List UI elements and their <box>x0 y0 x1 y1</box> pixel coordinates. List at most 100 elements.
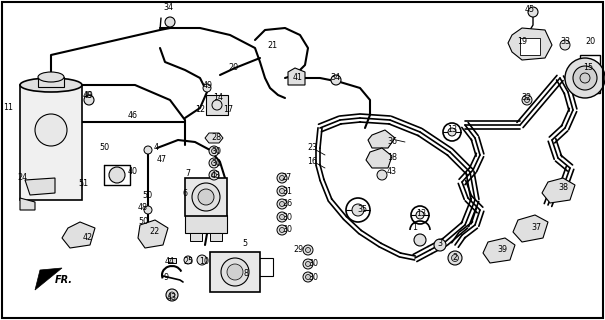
Circle shape <box>565 58 605 98</box>
Circle shape <box>212 148 217 154</box>
Text: 6: 6 <box>183 188 188 197</box>
Circle shape <box>377 170 387 180</box>
Text: 50: 50 <box>138 218 148 227</box>
Circle shape <box>280 202 284 206</box>
Circle shape <box>434 239 446 251</box>
Text: 15: 15 <box>583 63 593 73</box>
Circle shape <box>209 158 219 168</box>
Text: 49: 49 <box>203 81 213 90</box>
Text: 34: 34 <box>163 4 173 12</box>
Text: 12: 12 <box>195 106 205 115</box>
Text: 49: 49 <box>84 91 94 100</box>
Circle shape <box>525 98 529 102</box>
Text: 2: 2 <box>453 252 457 261</box>
Circle shape <box>280 228 284 233</box>
Polygon shape <box>508 28 552 60</box>
Text: 45: 45 <box>525 5 535 14</box>
Polygon shape <box>520 38 540 55</box>
Circle shape <box>227 264 243 280</box>
Text: 30: 30 <box>211 158 221 167</box>
Text: 43: 43 <box>387 167 397 177</box>
Circle shape <box>448 128 456 136</box>
Text: 10: 10 <box>199 258 209 267</box>
Text: 43: 43 <box>211 171 221 180</box>
Text: 51: 51 <box>78 179 88 188</box>
Text: 30: 30 <box>308 273 318 282</box>
Circle shape <box>212 172 217 178</box>
Text: 40: 40 <box>128 167 138 177</box>
Circle shape <box>280 214 284 220</box>
Text: 46: 46 <box>128 110 138 119</box>
Circle shape <box>184 256 192 264</box>
Circle shape <box>277 199 287 209</box>
Text: 24: 24 <box>17 173 27 182</box>
Text: 18: 18 <box>387 154 397 163</box>
Circle shape <box>197 255 207 265</box>
Text: 19: 19 <box>517 37 527 46</box>
Text: 17: 17 <box>223 106 233 115</box>
Text: 49: 49 <box>83 91 93 100</box>
Circle shape <box>198 189 214 205</box>
Text: 50: 50 <box>99 143 109 153</box>
Circle shape <box>303 259 313 269</box>
Circle shape <box>560 40 570 50</box>
Circle shape <box>522 95 532 105</box>
Bar <box>210 233 222 241</box>
Bar <box>168 258 176 263</box>
Circle shape <box>209 170 219 180</box>
Text: 43: 43 <box>167 293 177 302</box>
Polygon shape <box>20 198 35 210</box>
Text: 30: 30 <box>282 212 292 221</box>
Text: 47: 47 <box>157 156 167 164</box>
Circle shape <box>209 146 219 156</box>
Circle shape <box>277 173 287 183</box>
Circle shape <box>84 95 94 105</box>
Ellipse shape <box>38 72 64 82</box>
Circle shape <box>414 234 426 246</box>
Text: 28: 28 <box>211 133 221 142</box>
Text: 37: 37 <box>531 223 541 233</box>
Text: 44: 44 <box>165 258 175 267</box>
Text: 34: 34 <box>330 74 340 83</box>
Text: 5: 5 <box>243 238 247 247</box>
Circle shape <box>221 258 249 286</box>
Ellipse shape <box>20 78 82 92</box>
Circle shape <box>303 272 313 282</box>
Text: 25: 25 <box>184 258 194 267</box>
Circle shape <box>166 289 178 301</box>
Text: 13: 13 <box>447 125 457 134</box>
Text: 41: 41 <box>293 74 303 83</box>
Bar <box>210 252 260 292</box>
Text: 30: 30 <box>211 147 221 156</box>
Text: FR.: FR. <box>55 275 73 285</box>
Text: 22: 22 <box>150 228 160 236</box>
Circle shape <box>169 292 175 298</box>
Text: 8: 8 <box>243 268 249 277</box>
Text: 26: 26 <box>282 199 292 209</box>
Circle shape <box>35 114 67 146</box>
Bar <box>580 55 600 93</box>
Circle shape <box>303 245 313 255</box>
Circle shape <box>192 183 220 211</box>
Text: 27: 27 <box>282 173 292 182</box>
Circle shape <box>277 225 287 235</box>
Text: 13: 13 <box>416 209 426 218</box>
Text: 42: 42 <box>83 233 93 242</box>
Polygon shape <box>542 178 575 203</box>
Circle shape <box>448 251 462 265</box>
Circle shape <box>165 17 175 27</box>
Text: 29: 29 <box>294 245 304 254</box>
Polygon shape <box>368 130 395 148</box>
Polygon shape <box>138 220 168 248</box>
Text: 33: 33 <box>560 37 570 46</box>
Text: 32: 32 <box>521 93 531 102</box>
Bar <box>190 233 202 241</box>
Text: 20: 20 <box>228 63 238 73</box>
Polygon shape <box>62 222 95 248</box>
Circle shape <box>109 167 125 183</box>
Circle shape <box>144 146 152 154</box>
Text: 31: 31 <box>282 187 292 196</box>
Text: 30: 30 <box>282 226 292 235</box>
Circle shape <box>306 275 310 279</box>
Circle shape <box>212 100 222 110</box>
